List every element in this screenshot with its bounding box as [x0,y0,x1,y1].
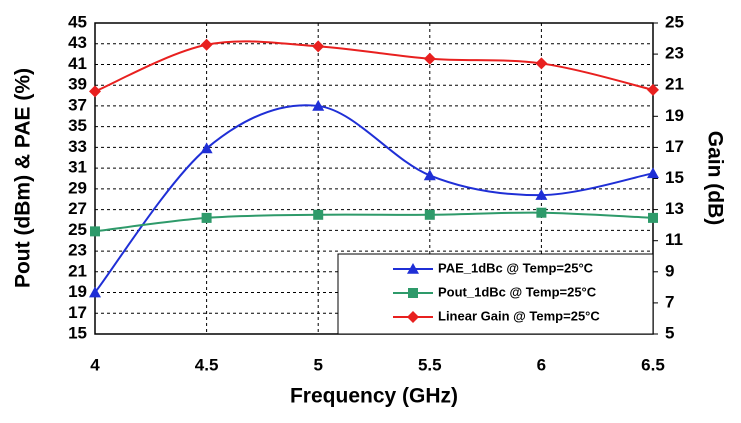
x-tick-label: 4.5 [195,355,219,374]
marker [312,99,325,111]
x-tick-label: 5 [313,355,322,374]
x-tick-label: 6.5 [641,355,665,374]
y2-tick-label: 23 [665,44,684,63]
y-axis-label: Pout (dBm) & PAE (%) [12,68,35,288]
marker [408,288,418,298]
x-axis-label: Frequency (GHz) [290,385,458,408]
y2-tick-label: 11 [665,230,683,249]
y-tick-label: 45 [68,12,87,31]
legend-label: Pout_1dBc @ Temp=25°C [438,284,597,299]
y2-tick-label: 15 [665,168,684,187]
y-tick-label: 17 [68,303,87,322]
marker [423,169,436,181]
marker [423,52,436,65]
y-tick-label: 41 [68,54,87,73]
y2-axis-label: Gain (dB) [703,131,726,226]
y-tick-label: 43 [68,33,87,52]
marker [647,167,659,179]
marker [313,209,324,220]
marker [200,142,213,154]
y-tick-label: 29 [68,178,87,197]
x-tick-label: 5.5 [418,355,442,374]
marker [647,83,659,96]
y2-tick-label: 21 [665,75,684,94]
y-tick-label: 21 [68,261,87,280]
y2-tick-label: 9 [665,261,674,280]
x-tick-label: 6 [537,355,546,374]
y-tick-label: 31 [68,158,87,177]
marker [201,212,212,223]
y-tick-label: 25 [68,220,87,239]
legend-label: PAE_1dBc @ Temp=25°C [438,260,594,275]
marker [90,226,100,237]
marker [424,209,435,220]
marker [89,85,101,98]
marker [535,189,548,200]
y2-tick-label: 13 [665,199,684,218]
marker [89,286,101,298]
y-tick-label: 37 [68,95,87,114]
y-tick-label: 19 [68,282,87,301]
y-tick-label: 27 [68,199,87,218]
y-tick-label: 39 [68,75,87,94]
y-tick-label: 15 [68,323,87,342]
x-tick-label: 4 [90,355,100,374]
y2-tick-label: 25 [665,12,684,31]
legend-label: Linear Gain @ Temp=25°C [438,308,600,323]
series-line [94,40,654,93]
y-tick-label: 23 [68,241,87,260]
y2-tick-label: 17 [665,137,684,156]
legend: PAE_1dBc @ Temp=25°C Pout_1dBc @ Temp=25°… [337,253,654,335]
marker [200,38,213,51]
y-tick-label: 33 [68,137,87,156]
legend-box [337,253,654,335]
marker [536,207,547,218]
y2-tick-label: 19 [665,106,684,125]
marker [535,57,548,70]
marker [648,212,658,223]
y2-tick-label: 5 [665,323,674,342]
y-tick-label: 35 [68,116,87,135]
marker [407,263,419,274]
y2-tick-label: 7 [665,292,674,311]
series-line [94,211,654,233]
series-line [94,104,654,294]
marker [312,40,325,53]
marker [407,311,419,323]
